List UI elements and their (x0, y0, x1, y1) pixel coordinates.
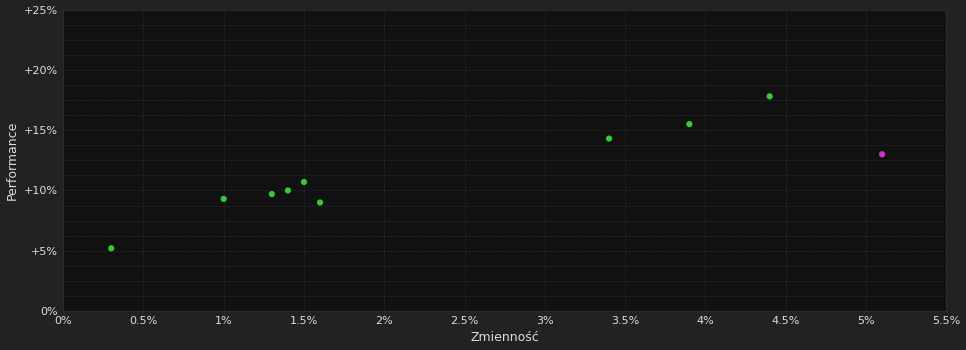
Point (874, 152, 890, 157)
Point (297, 179, 312, 185)
Point (264, 191, 279, 197)
Y-axis label: Performance: Performance (6, 121, 18, 200)
Point (312, 200, 327, 205)
Point (103, 245, 119, 251)
Point (602, 136, 617, 141)
Point (280, 188, 296, 193)
Point (762, 93, 778, 99)
X-axis label: Zmienność: Zmienność (470, 331, 539, 344)
Point (682, 121, 697, 127)
Point (216, 196, 232, 202)
